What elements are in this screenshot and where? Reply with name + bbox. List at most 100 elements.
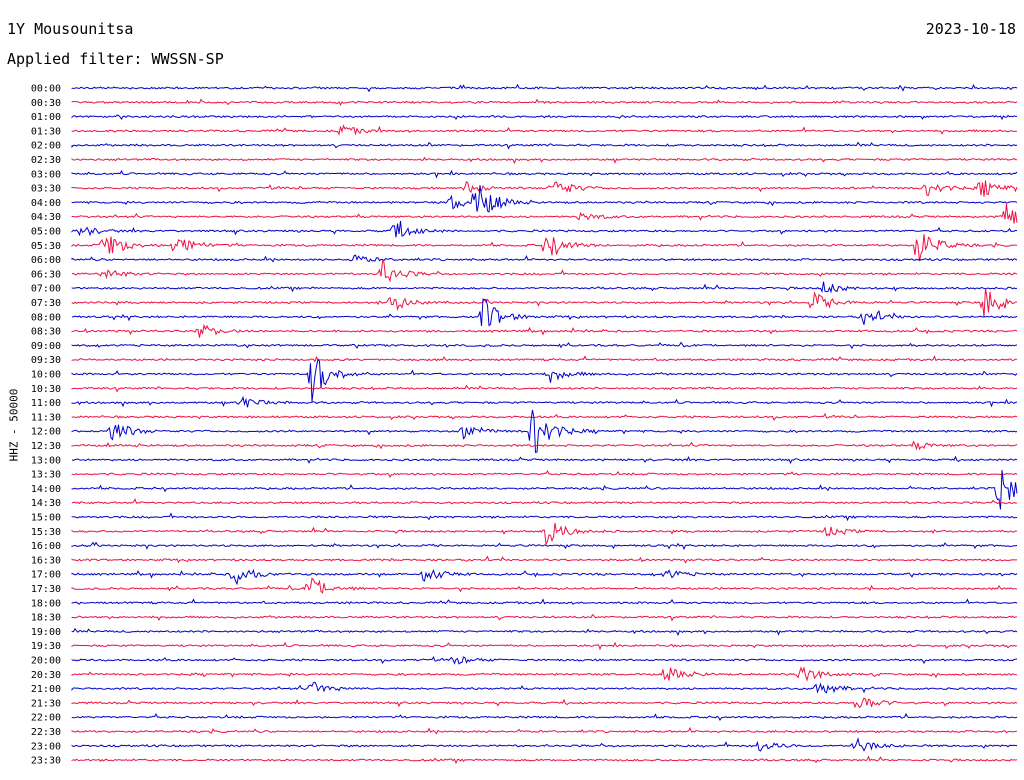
row-label-0800: 08:00 [31, 312, 61, 323]
trace-0730 [71, 287, 1017, 318]
trace-1130 [71, 412, 1018, 421]
trace-2100 [71, 681, 1018, 694]
trace-2330 [71, 755, 1018, 765]
filter-label: Applied filter: WWSSN-SP [7, 50, 224, 68]
row-label-1930: 19:30 [31, 641, 61, 652]
row-label-0100: 01:00 [31, 112, 61, 123]
trace-1230 [71, 440, 1018, 451]
row-label-0230: 02:30 [31, 155, 61, 166]
trace-1000 [71, 358, 1018, 402]
trace-1330 [71, 469, 1018, 478]
row-labels: 00:00 00:30 01:00 01:30 02:00 02:30 03:00 03:30… [31, 84, 61, 767]
row-label-2030: 20:30 [31, 670, 61, 681]
trace-2200 [71, 712, 1018, 721]
row-label-2330: 23:30 [31, 756, 61, 767]
row-label-0330: 03:30 [31, 184, 61, 195]
trace-0100 [71, 114, 1017, 121]
trace-1300 [71, 455, 1018, 465]
trace-0130 [71, 124, 1018, 136]
trace-1100 [71, 395, 1018, 408]
row-label-1200: 12:00 [31, 427, 61, 438]
trace-0800 [71, 298, 1018, 327]
row-label-1300: 13:00 [31, 455, 61, 466]
trace-1030 [71, 384, 1018, 393]
trace-1830 [71, 613, 1018, 622]
row-label-2300: 23:00 [31, 741, 61, 752]
row-label-0200: 02:00 [31, 141, 61, 152]
trace-0030 [71, 98, 1018, 107]
trace-2300 [71, 736, 1018, 752]
row-label-0900: 09:00 [31, 341, 61, 352]
row-label-0600: 06:00 [31, 255, 61, 266]
trace-0330 [71, 180, 1018, 197]
row-label-1100: 11:00 [31, 398, 61, 409]
trace-1400 [71, 470, 1018, 510]
trace-1900 [71, 627, 1018, 637]
trace-2030 [71, 666, 1018, 682]
trace-1800 [71, 598, 1018, 605]
row-label-1900: 19:00 [31, 627, 61, 638]
trace-1730 [71, 577, 1018, 594]
row-label-1000: 10:00 [31, 370, 61, 381]
row-label-0630: 06:30 [31, 269, 61, 280]
row-label-1630: 16:30 [31, 555, 61, 566]
row-label-0300: 03:00 [31, 169, 61, 180]
row-label-1400: 14:00 [31, 484, 61, 495]
row-label-1530: 15:30 [31, 527, 61, 538]
row-label-1700: 17:00 [31, 570, 61, 581]
trace-0530 [71, 234, 1018, 262]
trace-0500 [71, 220, 1018, 238]
row-label-1500: 15:00 [31, 513, 61, 524]
trace-2000 [71, 655, 1018, 665]
row-label-0500: 05:00 [31, 227, 61, 238]
trace-1930 [71, 641, 1018, 651]
row-label-1030: 10:30 [31, 384, 61, 395]
trace-1500 [71, 512, 1018, 522]
row-label-0730: 07:30 [31, 298, 61, 309]
trace-1630 [71, 555, 1017, 564]
traces [71, 83, 1018, 765]
row-label-2230: 22:30 [31, 727, 61, 738]
row-label-2130: 21:30 [31, 698, 61, 709]
row-label-0030: 00:30 [31, 98, 61, 109]
row-label-0400: 04:00 [31, 198, 61, 209]
row-label-0000: 00:00 [31, 84, 61, 95]
row-label-1730: 17:30 [31, 584, 61, 595]
trace-1600 [71, 541, 1018, 551]
row-label-1600: 16:00 [31, 541, 61, 552]
row-label-1330: 13:30 [31, 470, 61, 481]
trace-1530 [71, 522, 1018, 546]
row-label-2100: 21:00 [31, 684, 61, 695]
row-label-1800: 18:00 [31, 598, 61, 609]
trace-2230 [71, 726, 1018, 735]
trace-0930 [71, 355, 1018, 363]
date-label: 2023-10-18 [925, 20, 1016, 38]
row-label-2000: 20:00 [31, 656, 61, 667]
trace-0630 [71, 259, 1018, 283]
station-title: 1Y Mousounitsa [7, 20, 134, 38]
row-label-0430: 04:30 [31, 212, 61, 223]
row-label-0130: 01:30 [31, 126, 61, 137]
trace-0300 [71, 169, 1018, 179]
row-label-1430: 14:30 [31, 498, 61, 509]
row-label-0700: 07:00 [31, 284, 61, 295]
trace-2130 [71, 697, 1018, 709]
row-label-0830: 08:30 [31, 327, 61, 338]
trace-0600 [71, 254, 1018, 263]
row-label-1230: 12:30 [31, 441, 61, 452]
row-label-1830: 18:30 [31, 613, 61, 624]
row-label-1130: 11:30 [31, 412, 61, 423]
trace-1200 [71, 409, 1018, 454]
row-label-0530: 05:30 [31, 241, 61, 252]
trace-0900 [71, 341, 1018, 350]
trace-1700 [71, 568, 1018, 586]
trace-0230 [71, 156, 1017, 165]
trace-0430 [71, 203, 1018, 224]
trace-1430 [71, 498, 1018, 505]
trace-0000 [71, 83, 1018, 93]
trace-0830 [71, 323, 1018, 338]
trace-0200 [71, 141, 1018, 150]
trace-0400 [71, 185, 1018, 213]
trace-0700 [71, 281, 1018, 294]
